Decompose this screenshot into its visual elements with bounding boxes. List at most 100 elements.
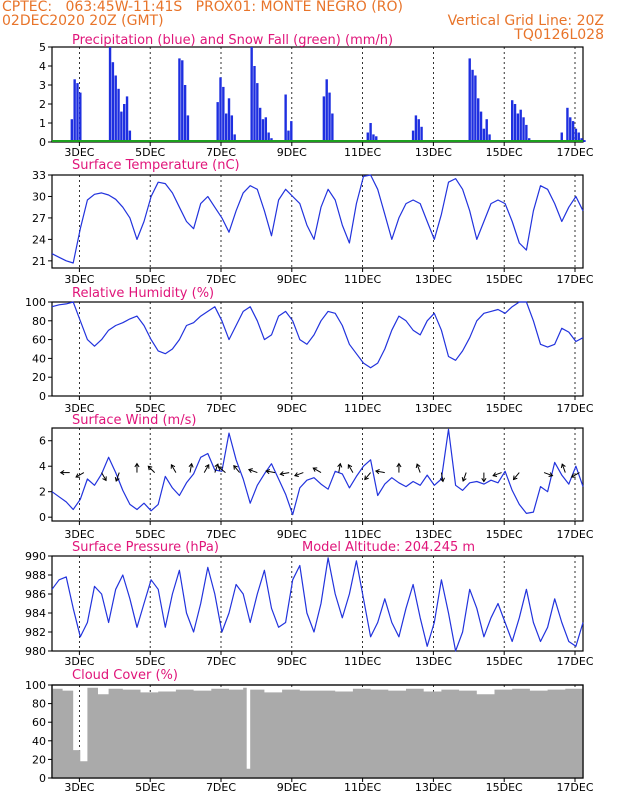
rh-frame [51,301,584,397]
wind-arrow [233,464,241,473]
precip-ytick-label: 3 [39,79,46,92]
precip-bar [420,126,423,142]
temp-ytick-label: 21 [32,255,46,268]
precip-bar [178,58,181,142]
precip-bar [219,77,222,142]
precip-bar [477,98,480,142]
precip-bar [519,109,522,142]
wind-ytick-label: 2 [39,486,46,499]
precip-xtick-label: 17DEC [556,146,593,159]
wind-arrow [439,472,445,483]
wind-arrow [364,472,371,481]
cloud-ytick-label: 20 [32,753,46,766]
precip-bar [417,119,420,142]
precip-bar [474,75,477,142]
precip-bar [267,132,270,142]
precip-bar [471,69,474,142]
header-line3-right: TQ0126L028 [514,27,604,43]
wind-arrow [75,472,85,478]
cloud-ytick-label: 80 [32,698,46,711]
precip-bar [372,134,375,142]
rh-xtick-label: 9DEC [277,402,307,415]
precip-bar [411,130,415,142]
precip-ytick-label: 1 [39,117,46,130]
rh-ytick-label: 20 [32,371,46,384]
pres-series-line [51,557,584,652]
precip-xtick-label: 11DEC [344,146,381,159]
precip-xtick-label: 13DEC [415,146,452,159]
temp-series-line [51,174,584,264]
wind-arrow [147,465,156,473]
wind-ytick-label: 4 [39,460,46,473]
wind-xtick-label: 7DEC [206,528,236,541]
pres-xtick-label: 3DEC [64,655,94,668]
cloud-xtick-label: 3DEC [64,781,94,794]
cloud-area [52,687,583,778]
precip-bar [128,130,132,142]
wind-arrow [543,472,554,478]
precip-bar [261,119,265,142]
precip-bar [513,104,517,142]
precip-frame [51,46,584,143]
rh-xtick-label: 3DEC [64,402,94,415]
wind-arrow [481,472,487,483]
precip-bar [227,98,231,142]
precip-bar [79,92,82,142]
header-line2-left: 02DEC2020 20Z (GMT) [2,13,164,29]
precip-bar [583,140,586,142]
precip-xtick-label: 3DEC [64,146,94,159]
precip-bar [230,115,234,142]
pres-xtick-label: 17DEC [556,655,593,668]
pres-xtick-label: 11DEC [344,655,381,668]
temp-xtick-label: 11DEC [344,273,381,286]
cloud-xtick-label: 5DEC [135,781,165,794]
rh-ytick-label: 40 [32,352,46,365]
precip-bar [108,47,112,142]
pres-xtick-label: 13DEC [415,655,452,668]
precip-bar [290,121,293,142]
precip-bar [181,60,184,142]
rh-xtick-label: 15DEC [486,402,523,415]
precip-ytick-label: 2 [39,98,46,111]
precip-bar [123,104,126,142]
precip-xtick-label: 15DEC [486,146,523,159]
pres-ytick-label: 982 [25,626,46,639]
pres-ytick-label: 986 [25,588,46,601]
wind-xtick-label: 15DEC [486,528,523,541]
precip-bar [186,115,190,142]
precip-ytick-label: 4 [39,60,46,73]
wind-arrow [203,463,210,473]
rh-ytick-label: 60 [32,334,46,347]
pres-ytick-label: 980 [25,645,46,658]
precip-bar [258,107,262,142]
temp-xtick-label: 5DEC [135,273,165,286]
wind-arrow [396,462,402,473]
precip-bar [566,107,569,142]
precip-bar [222,86,225,142]
pres-title: Surface Pressure (hPa) [72,540,219,555]
precip-bar [253,66,256,142]
cloud-title: Cloud Cover (%) [72,668,178,683]
temp-xtick-label: 3DEC [64,273,94,286]
rh-ytick-label: 0 [39,390,46,403]
wind-xtick-label: 5DEC [135,528,165,541]
rh-xtick-label: 7DEC [206,402,236,415]
precip-bar [369,123,372,142]
cloud-xtick-label: 13DEC [415,781,452,794]
precip-bar [516,113,520,142]
precip-bar [331,113,334,142]
cloud-ytick-label: 40 [32,735,46,748]
wind-arrow [347,463,354,473]
wind-arrow [492,472,502,478]
precip-bar [70,119,74,142]
wind-arrow [279,471,290,477]
wind-arrow [217,466,226,473]
precip-bar [525,124,528,142]
wind-arrow [374,469,385,475]
cloud-ytick-label: 100 [25,679,46,692]
wind-ytick-label: 0 [39,511,46,524]
precip-bar [256,83,259,142]
wind-arrow [265,469,276,475]
wind-title: Surface Wind (m/s) [72,413,196,428]
precip-bar [120,111,123,142]
